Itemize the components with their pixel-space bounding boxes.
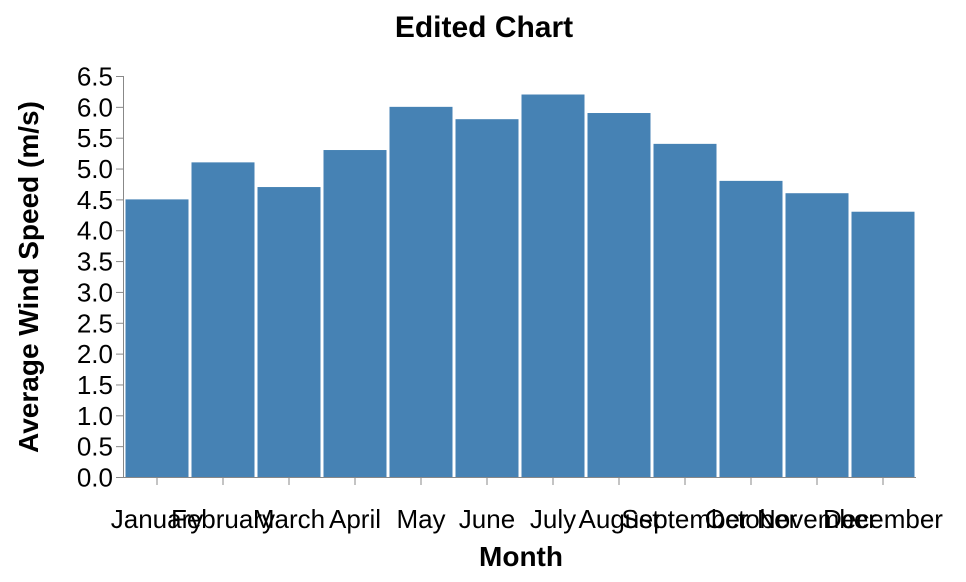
bar-february [191, 162, 255, 477]
y-tick-label: 2.0 [77, 339, 113, 369]
y-tick-label: 2.5 [77, 308, 113, 338]
bar-july [521, 94, 585, 477]
y-tick-label: 4.5 [77, 185, 113, 215]
x-tick-label-september: September [621, 504, 749, 534]
y-tick-label: 3.0 [77, 277, 113, 307]
x-tick-label-december: December [823, 504, 943, 534]
bar-march [257, 187, 321, 478]
y-tick-label: 0.0 [77, 463, 113, 493]
x-axis-title: Month [479, 541, 563, 572]
y-tick-label: 4.0 [77, 216, 113, 246]
x-tick-label-october: October [705, 504, 798, 534]
plot-area: 0.00.51.01.52.02.53.03.54.04.55.05.56.06… [77, 62, 943, 535]
x-tick-label-january: January [111, 504, 204, 534]
y-tick-label: 6.0 [77, 92, 113, 122]
y-tick-label: 1.5 [77, 370, 113, 400]
bar-october [719, 180, 783, 477]
y-tick-label: 3.5 [77, 247, 113, 277]
x-tick-label-november: November [757, 504, 877, 534]
y-tick-label: 6.5 [77, 62, 113, 92]
bar-may [389, 106, 453, 477]
x-tick-label-february: February [171, 504, 275, 534]
bar-april [323, 150, 387, 477]
bar-september [653, 143, 717, 477]
bar-december [851, 211, 915, 477]
y-tick-label: 1.0 [77, 401, 113, 431]
bar-june [455, 119, 519, 477]
x-tick-label-july: July [530, 504, 576, 534]
bars [125, 94, 915, 478]
x-tick-label-march: March [253, 504, 325, 534]
y-tick-label: 0.5 [77, 432, 113, 462]
y-axis-title: Average Wind Speed (m/s) [13, 101, 44, 453]
y-axis: 0.00.51.01.52.02.53.03.54.04.55.05.56.06… [77, 62, 124, 493]
chart-title: Edited Chart [395, 11, 573, 44]
x-tick-label-may: May [396, 504, 445, 534]
x-tick-label-august: August [579, 504, 661, 534]
bar-november [785, 193, 849, 477]
x-tick-label-april: April [329, 504, 381, 534]
y-tick-label: 5.0 [77, 154, 113, 184]
bar-august [587, 113, 651, 477]
bar-january [125, 199, 189, 477]
x-tick-label-june: June [459, 504, 515, 534]
y-tick-label: 5.5 [77, 123, 113, 153]
